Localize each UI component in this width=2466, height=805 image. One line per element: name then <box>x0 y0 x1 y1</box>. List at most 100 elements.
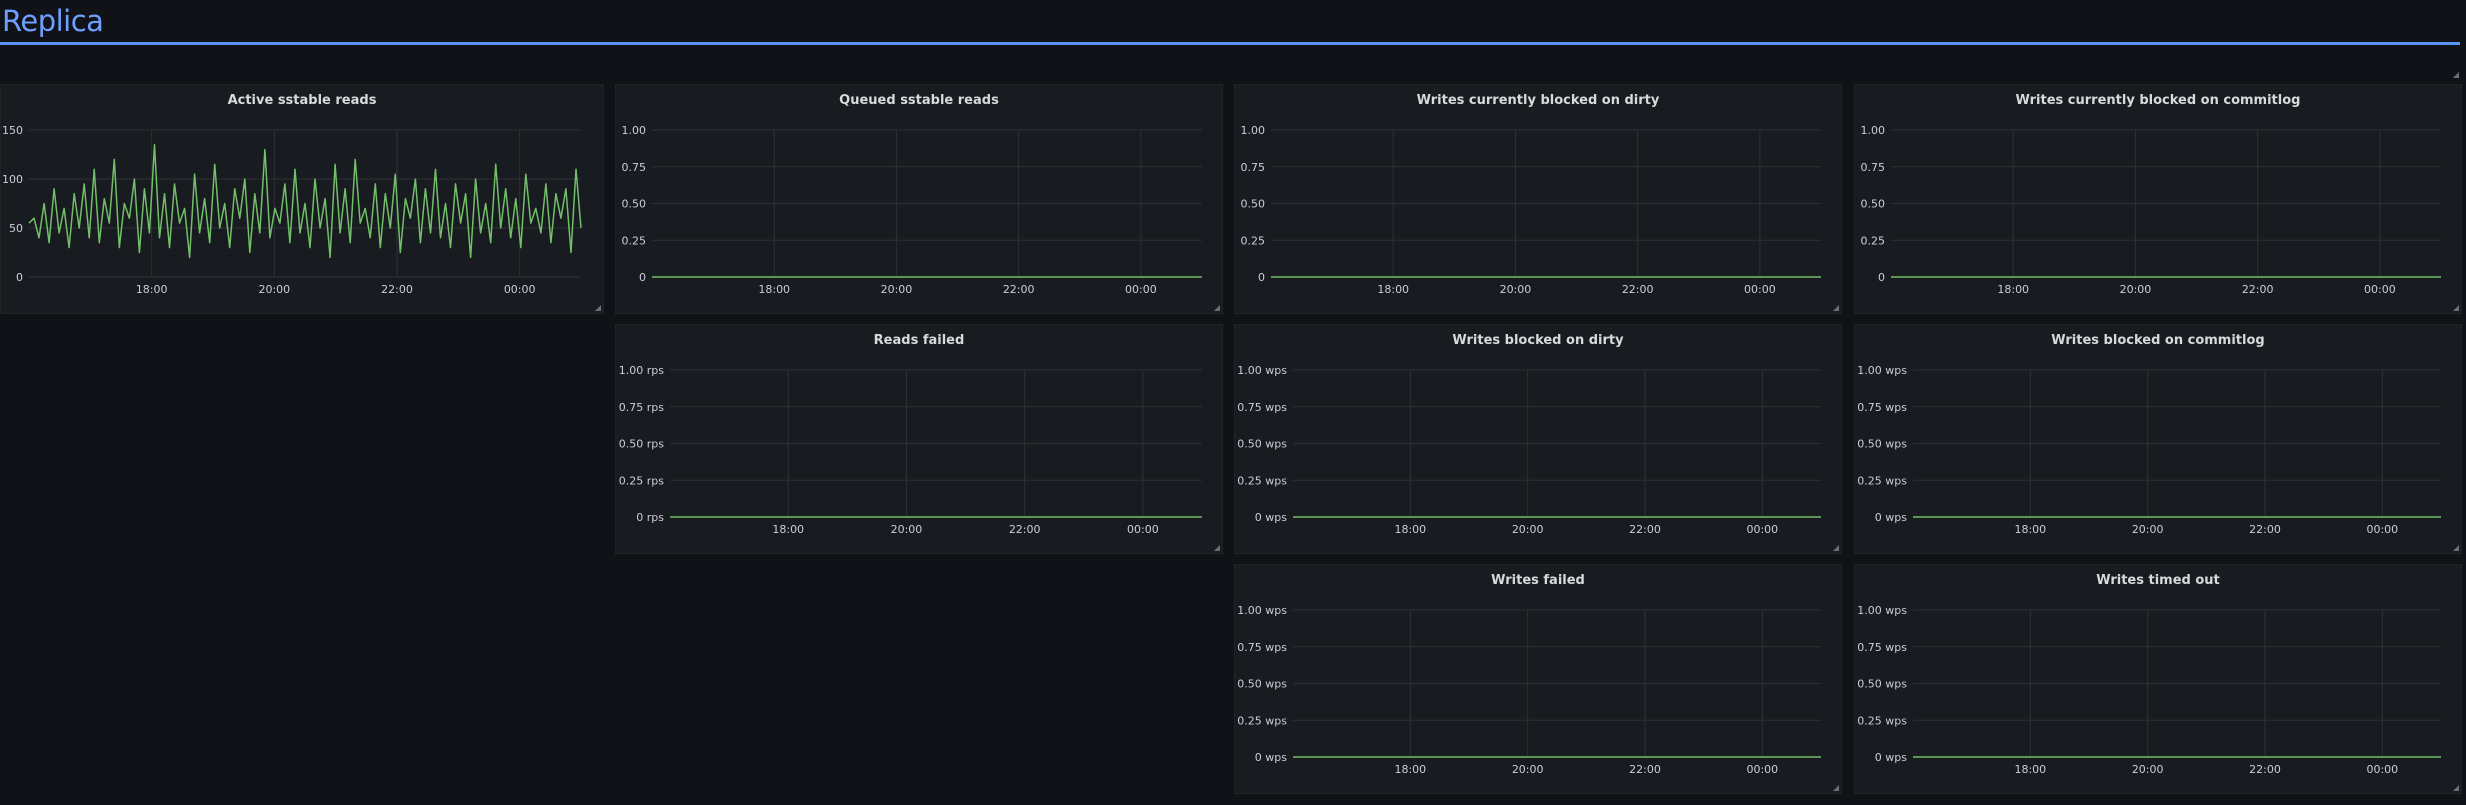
resize-handle-icon[interactable] <box>2453 785 2459 791</box>
resize-handle-icon[interactable] <box>1833 545 1839 551</box>
panel-title[interactable]: Writes blocked on dirty <box>1452 333 1624 348</box>
x-tick-label: 00:00 <box>1744 283 1776 296</box>
y-tick-label: 0 rps <box>636 511 664 524</box>
x-tick-label: 00:00 <box>504 283 536 296</box>
resize-corner-icon[interactable] <box>2453 63 2459 78</box>
y-tick-label: 1.00 <box>1861 124 1886 137</box>
x-tick-label: 18:00 <box>1394 523 1426 536</box>
y-tick-label: 0 wps <box>1875 751 1907 764</box>
y-tick-label: 150 <box>2 124 23 137</box>
chart-reads-failed: 0 rps 0.25 rps 0.50 rps 0.75 rps 1.00 rps 18:… <box>619 364 1202 536</box>
y-tick-label: 0 <box>639 271 646 284</box>
x-tick-label: 22:00 <box>2249 523 2281 536</box>
x-tick-label: 22:00 <box>1009 523 1041 536</box>
chart-writes-timed-out: 0 wps 0.25 wps 0.50 wps 0.75 wps 1.00 wps 18:… <box>1857 604 2441 776</box>
y-tick-label: 0.25 wps <box>1857 714 1907 727</box>
x-tick-label: 20:00 <box>2132 523 2164 536</box>
y-tick-label: 0 <box>1878 271 1885 284</box>
resize-handle-icon[interactable] <box>1833 785 1839 791</box>
resize-handle-icon[interactable] <box>1214 305 1220 311</box>
chart-queued-sstable-reads: 0 0.25 0.50 0.75 1.00 18:00 20:00 22:00 00:00 <box>622 124 1202 296</box>
y-tick-label: 0.25 wps <box>1237 474 1287 487</box>
x-tick-label: 20:00 <box>881 283 913 296</box>
y-tick-label: 0 <box>1258 271 1265 284</box>
panel-title[interactable]: Active sstable reads <box>227 93 377 108</box>
y-tick-label: 0.50 wps <box>1237 438 1287 451</box>
y-tick-label: 0.75 rps <box>619 401 664 414</box>
x-tick-label: 20:00 <box>1512 523 1544 536</box>
resize-handle-icon[interactable] <box>1214 545 1220 551</box>
x-tick-label: 22:00 <box>1622 283 1654 296</box>
y-tick-label: 0.50 wps <box>1237 678 1287 691</box>
panel-writes-blocked-on-commitlog[interactable]: Writes blocked on commitlog 0 wps 0.25 wp… <box>1854 324 2462 554</box>
panel-title[interactable]: Queued sstable reads <box>839 93 999 108</box>
panel-title[interactable]: Writes currently blocked on dirty <box>1416 93 1660 108</box>
panel-title[interactable]: Reads failed <box>873 333 965 348</box>
y-tick-label: 0 wps <box>1875 511 1907 524</box>
y-tick-label: 1.00 rps <box>619 364 664 377</box>
panel-writes-failed[interactable]: Writes failed 0 wps 0.25 wps 0.50 wps 0.75 … <box>1234 564 1842 794</box>
row-divider <box>0 42 2460 45</box>
chart-writes-blocked-on-commitlog: 0 wps 0.25 wps 0.50 wps 0.75 wps 1.00 wps 18:… <box>1857 364 2441 536</box>
x-tick-label: 18:00 <box>136 283 168 296</box>
y-tick-label: 1.00 <box>1241 124 1266 137</box>
y-tick-label: 50 <box>9 222 23 235</box>
panel-title[interactable]: Writes failed <box>1491 573 1585 588</box>
chart-writes-currently-blocked-on-dirty: 0 0.25 0.50 0.75 1.00 18:00 20:00 22:00 00:00 <box>1241 124 1821 296</box>
x-tick-label: 00:00 <box>1746 523 1778 536</box>
panel-writes-blocked-on-dirty[interactable]: Writes blocked on dirty 0 wps 0.25 wps 0.5… <box>1234 324 1842 554</box>
row-title[interactable]: Replica <box>2 4 104 38</box>
x-tick-label: 22:00 <box>2242 283 2274 296</box>
y-tick-label: 0.25 <box>1241 234 1266 247</box>
x-tick-label: 18:00 <box>1394 763 1426 776</box>
panel-title[interactable]: Writes timed out <box>2096 573 2220 588</box>
resize-handle-icon[interactable] <box>1833 305 1839 311</box>
x-tick-label: 00:00 <box>1127 523 1159 536</box>
x-tick-label: 22:00 <box>1629 763 1661 776</box>
x-tick-label: 22:00 <box>381 283 413 296</box>
x-tick-label: 20:00 <box>1512 763 1544 776</box>
y-tick-label: 0.75 wps <box>1857 641 1907 654</box>
panel-queued-sstable-reads[interactable]: Queued sstable reads 0 0.25 0.50 0.75 1.00 18… <box>615 84 1223 314</box>
y-tick-label: 1.00 <box>622 124 647 137</box>
y-tick-label: 0 <box>16 271 23 284</box>
y-tick-label: 0.75 wps <box>1237 401 1287 414</box>
panel-writes-timed-out[interactable]: Writes timed out 0 wps 0.25 wps 0.50 wps 0.… <box>1854 564 2462 794</box>
resize-handle-icon[interactable] <box>2453 305 2459 311</box>
series-line <box>28 143 582 259</box>
y-tick-label: 1.00 wps <box>1237 364 1287 377</box>
x-tick-label: 22:00 <box>2249 763 2281 776</box>
y-tick-label: 0.75 wps <box>1237 641 1287 654</box>
y-tick-label: 0.50 rps <box>619 438 664 451</box>
x-tick-label: 18:00 <box>1377 283 1409 296</box>
x-tick-label: 18:00 <box>2014 763 2046 776</box>
y-tick-label: 0.75 <box>622 161 647 174</box>
y-tick-label: 0 wps <box>1255 511 1287 524</box>
y-tick-label: 1.00 wps <box>1237 604 1287 617</box>
resize-handle-icon[interactable] <box>595 305 601 311</box>
x-tick-label: 18:00 <box>2014 523 2046 536</box>
x-tick-label: 22:00 <box>1003 283 1035 296</box>
y-tick-label: 0.25 wps <box>1857 474 1907 487</box>
y-tick-label: 1.00 wps <box>1857 364 1907 377</box>
panel-active-sstable-reads[interactable]: Active sstable reads 0 50 100 150 18:00 20:00… <box>0 84 604 314</box>
panel-writes-currently-blocked-on-dirty[interactable]: Writes currently blocked on dirty 0 0.25 0… <box>1234 84 1842 314</box>
panel-reads-failed[interactable]: Reads failed 0 rps 0.25 rps 0.50 rps 0.75 r… <box>615 324 1223 554</box>
y-tick-label: 0.25 wps <box>1237 714 1287 727</box>
resize-handle-icon[interactable] <box>2453 545 2459 551</box>
y-tick-label: 0.25 <box>622 234 647 247</box>
x-tick-label: 00:00 <box>2364 283 2396 296</box>
x-tick-label: 18:00 <box>1997 283 2029 296</box>
x-tick-label: 20:00 <box>2120 283 2152 296</box>
x-tick-label: 00:00 <box>1125 283 1157 296</box>
y-tick-label: 0.50 <box>1241 198 1266 211</box>
panel-title[interactable]: Writes blocked on commitlog <box>2051 333 2265 348</box>
y-tick-label: 0.50 wps <box>1857 678 1907 691</box>
y-tick-label: 0.50 wps <box>1857 438 1907 451</box>
x-tick-label: 00:00 <box>2366 523 2398 536</box>
y-tick-label: 1.00 wps <box>1857 604 1907 617</box>
panel-title[interactable]: Writes currently blocked on commitlog <box>2015 93 2301 108</box>
y-tick-label: 0.75 wps <box>1857 401 1907 414</box>
